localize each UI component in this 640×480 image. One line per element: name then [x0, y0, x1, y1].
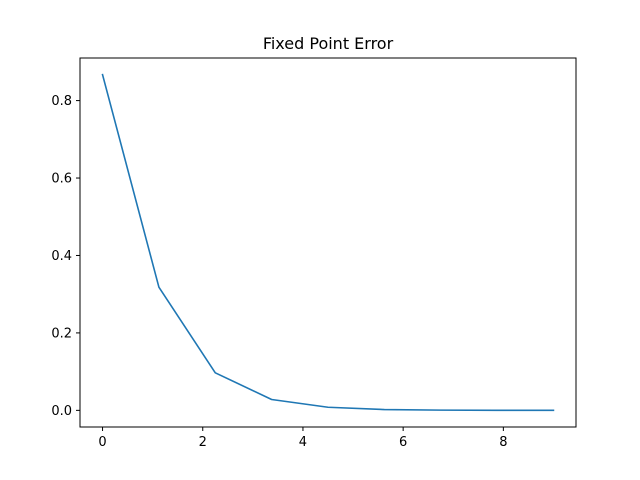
x-tick-label: 0: [98, 435, 106, 450]
x-axis: 0 2 4 6 8: [98, 427, 507, 450]
plot-area: [101, 73, 555, 412]
x-tick-label: 6: [399, 435, 407, 450]
y-tick-label: 0.4: [51, 249, 72, 264]
y-tick-label: 0.0: [51, 404, 72, 419]
y-tick-label: 0.8: [51, 94, 72, 109]
x-tick-label: 4: [299, 435, 307, 450]
y-tick-label: 0.6: [51, 172, 72, 187]
y-axis: 0.0 0.2 0.4 0.6 0.8: [51, 94, 80, 419]
x-tick-label: 2: [199, 435, 207, 450]
y-tick-label: 0.2: [51, 326, 72, 341]
series-line-0: [101, 73, 555, 412]
plot-frame: [79, 57, 577, 428]
chart-title: Fixed Point Error: [263, 34, 394, 53]
x-tick-label: 8: [499, 435, 507, 450]
